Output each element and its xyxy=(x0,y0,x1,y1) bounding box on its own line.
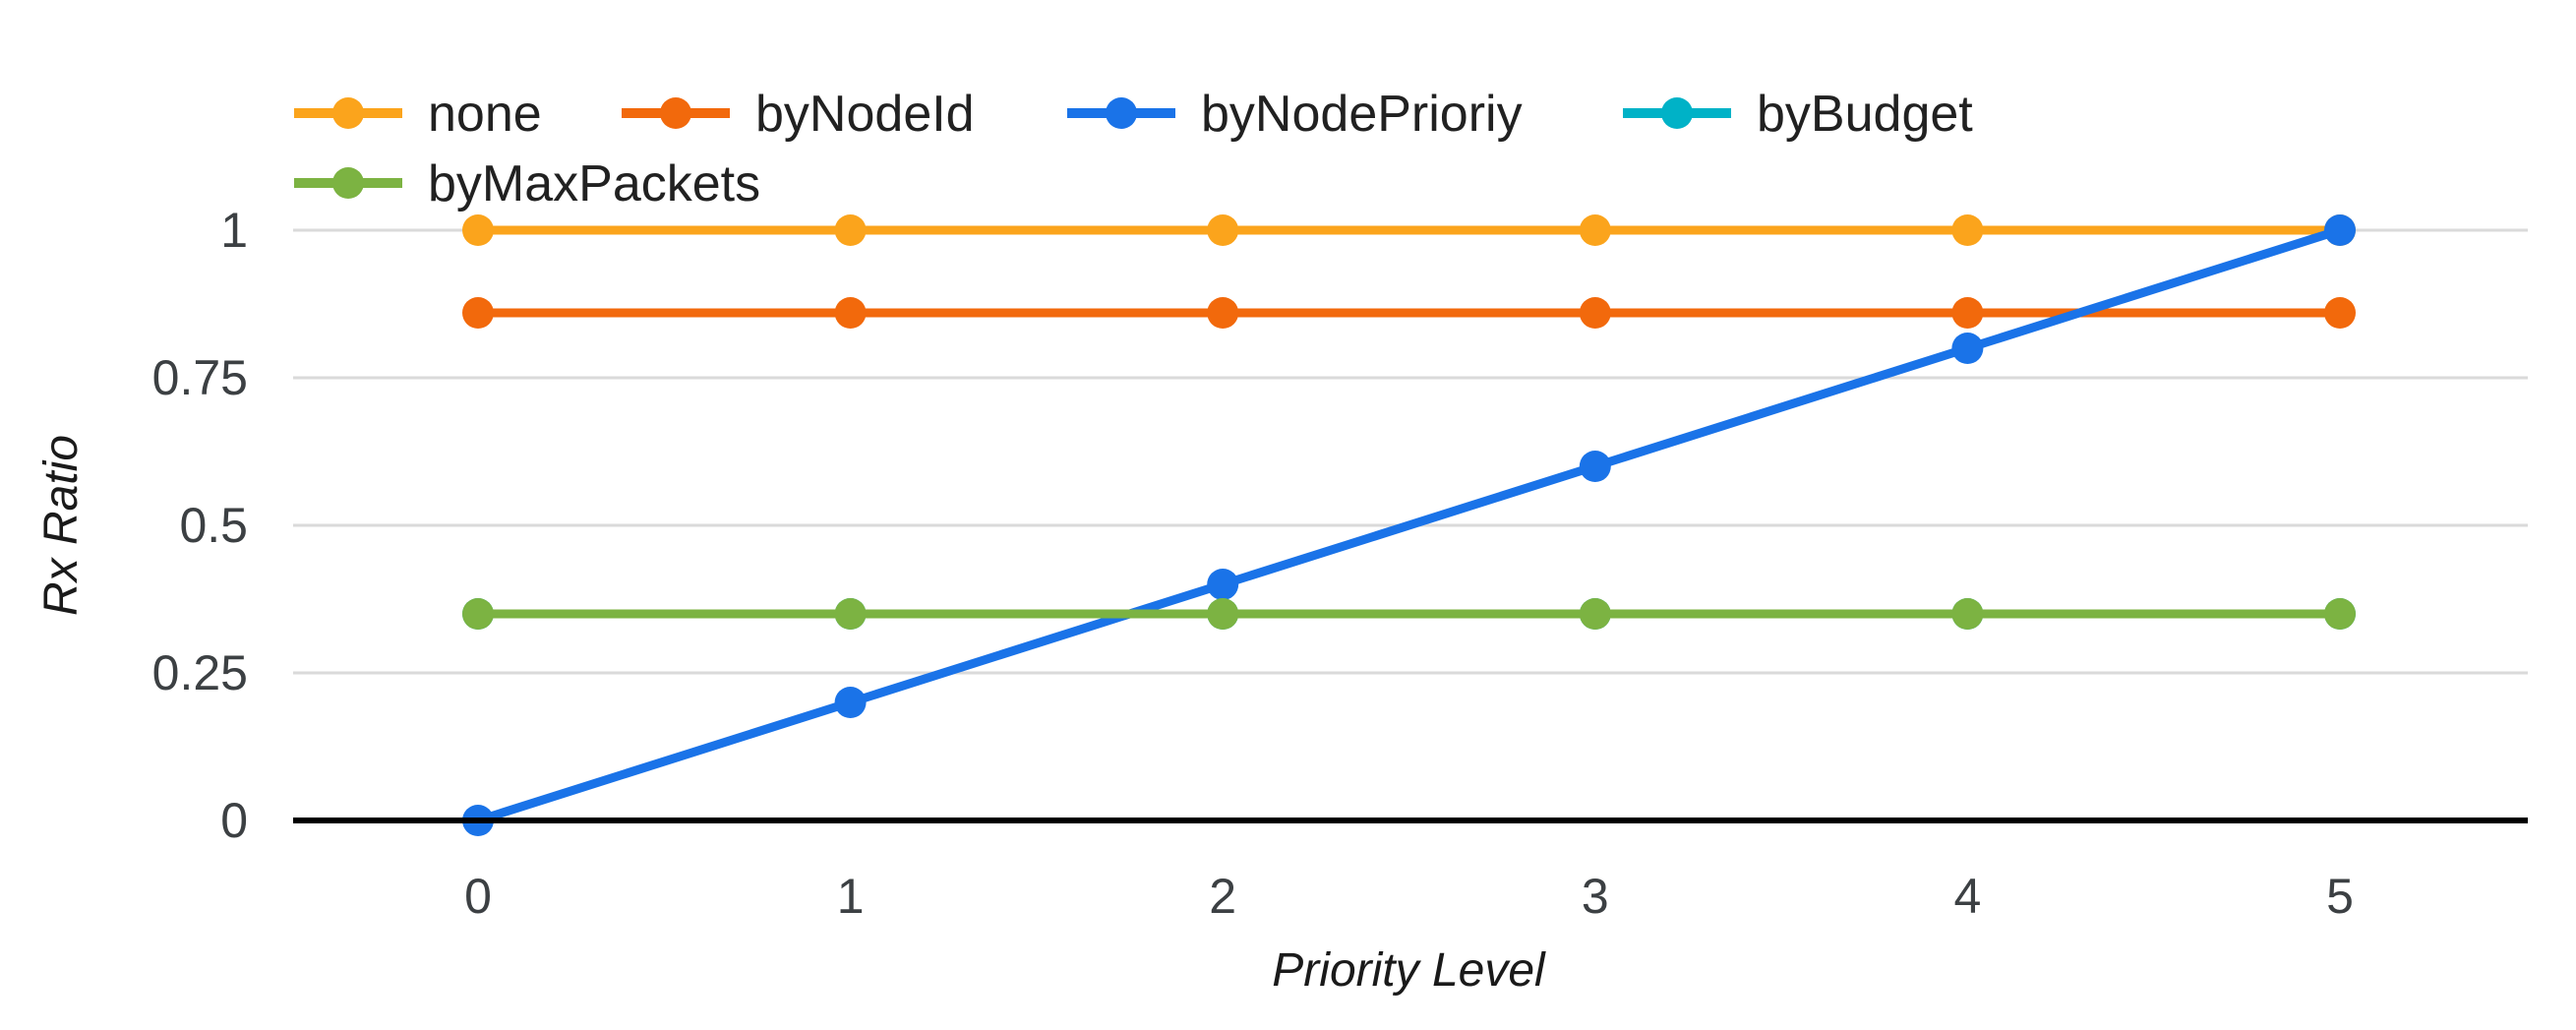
y-axis-tick-labels: 0 0.25 0.5 0.75 1 xyxy=(152,203,248,848)
data-point-byNodePrioriy-2 xyxy=(1207,569,1239,600)
y-tick-label-1: 1 xyxy=(220,203,248,258)
data-point-byNodeId-5 xyxy=(2324,297,2356,329)
data-point-byNodeId-1 xyxy=(834,297,867,329)
data-point-byNodeId-0 xyxy=(462,297,494,329)
x-tick-label-0: 0 xyxy=(464,869,492,924)
data-point-byNodeId-3 xyxy=(1579,297,1611,329)
x-tick-label-4: 4 xyxy=(1953,869,1981,924)
series-line-byNodePrioriy xyxy=(473,225,2345,825)
series-none xyxy=(462,214,2356,246)
series-byNodeId xyxy=(462,297,2356,329)
data-point-none-4 xyxy=(1951,214,1984,246)
legend-label-byBudget: byBudget xyxy=(1757,86,1973,143)
legend-item-byNodePrioriy: byNodePrioriy xyxy=(1067,86,1523,143)
gridlines xyxy=(293,228,2528,675)
y-tick-label-0: 0 xyxy=(220,793,248,848)
data-point-byNodeId-2 xyxy=(1207,297,1239,329)
series-byNodePrioriy xyxy=(462,214,2356,836)
data-point-byMaxPackets-4 xyxy=(1951,598,1984,630)
data-point-byMaxPackets-0 xyxy=(462,598,494,630)
legend-label-byMaxPackets: byMaxPackets xyxy=(428,155,760,212)
data-point-none-0 xyxy=(462,214,494,246)
legend-item-byNodeId: byNodeId xyxy=(622,86,975,143)
x-axis-tick-labels: 0 1 2 3 4 5 xyxy=(464,869,2354,924)
x-tick-label-3: 3 xyxy=(1582,869,1609,924)
legend-swatch-dot-byNodeId xyxy=(660,97,691,129)
chart-legend: none byNodeId byNodePrioriy byBudget byMaxPa… xyxy=(294,86,1973,212)
data-point-none-1 xyxy=(834,214,867,246)
data-point-byNodePrioriy-4 xyxy=(1951,333,1984,364)
x-tick-label-1: 1 xyxy=(837,869,865,924)
series-layer xyxy=(462,214,2356,836)
y-tick-label-0.5: 0.5 xyxy=(179,498,248,553)
data-point-byNodePrioriy-3 xyxy=(1579,451,1611,482)
series-byMaxPackets xyxy=(462,598,2356,630)
legend-item-byBudget: byBudget xyxy=(1623,86,1973,143)
data-point-byNodePrioriy-1 xyxy=(834,687,867,718)
legend-item-byMaxPackets: byMaxPackets xyxy=(294,155,760,212)
legend-swatch-dot-byBudget xyxy=(1661,97,1693,129)
legend-label-byNodePrioriy: byNodePrioriy xyxy=(1201,86,1523,143)
legend-label-byNodeId: byNodeId xyxy=(755,86,975,143)
y-tick-label-0.75: 0.75 xyxy=(152,350,248,405)
legend-swatch-dot-none xyxy=(332,97,364,129)
data-point-byNodePrioriy-5 xyxy=(2324,214,2356,246)
data-point-byMaxPackets-2 xyxy=(1207,598,1239,630)
y-tick-label-0.25: 0.25 xyxy=(152,645,248,700)
x-tick-label-5: 5 xyxy=(2326,869,2354,924)
data-point-byNodeId-4 xyxy=(1951,297,1984,329)
y-axis-title: Rx Ratio xyxy=(35,435,88,616)
data-point-byMaxPackets-1 xyxy=(834,598,867,630)
x-axis-title: Priority Level xyxy=(1272,944,1546,997)
legend-swatch-dot-byMaxPackets xyxy=(332,167,364,199)
legend-swatch-dot-byNodePrioriy xyxy=(1106,97,1137,129)
data-point-byMaxPackets-3 xyxy=(1579,598,1611,630)
x-tick-label-2: 2 xyxy=(1209,869,1236,924)
legend-item-none: none xyxy=(294,86,542,143)
legend-label-none: none xyxy=(428,86,542,143)
data-point-byMaxPackets-5 xyxy=(2324,598,2356,630)
data-point-none-3 xyxy=(1579,214,1611,246)
data-point-none-2 xyxy=(1207,214,1239,246)
